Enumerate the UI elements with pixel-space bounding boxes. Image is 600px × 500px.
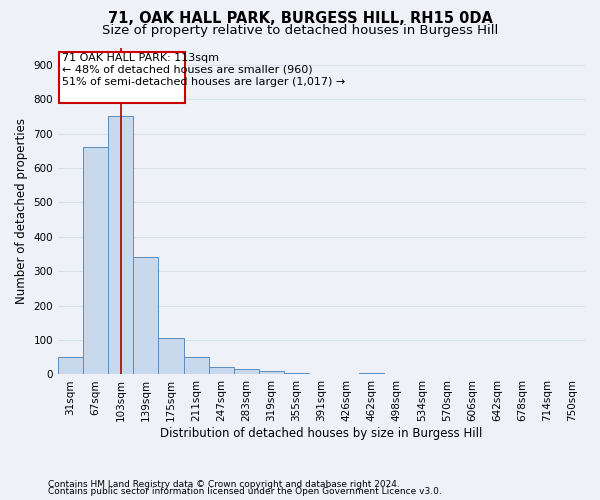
Text: 71, OAK HALL PARK, BURGESS HILL, RH15 0DA: 71, OAK HALL PARK, BURGESS HILL, RH15 0D… — [107, 11, 493, 26]
Bar — [158, 338, 184, 374]
Bar — [184, 357, 209, 374]
Text: Contains HM Land Registry data © Crown copyright and database right 2024.: Contains HM Land Registry data © Crown c… — [48, 480, 400, 489]
Text: 71 OAK HALL PARK: 113sqm
← 48% of detached houses are smaller (960)
51% of semi-: 71 OAK HALL PARK: 113sqm ← 48% of detach… — [62, 54, 345, 86]
Bar — [108, 116, 133, 374]
Bar — [133, 258, 158, 374]
FancyBboxPatch shape — [59, 52, 185, 102]
Y-axis label: Number of detached properties: Number of detached properties — [15, 118, 28, 304]
Bar — [209, 367, 233, 374]
Bar — [284, 372, 309, 374]
X-axis label: Distribution of detached houses by size in Burgess Hill: Distribution of detached houses by size … — [160, 427, 483, 440]
Bar — [259, 371, 284, 374]
Bar — [233, 370, 259, 374]
Text: Size of property relative to detached houses in Burgess Hill: Size of property relative to detached ho… — [102, 24, 498, 37]
Bar — [58, 357, 83, 374]
Bar — [359, 372, 384, 374]
Bar — [83, 148, 108, 374]
Text: Contains public sector information licensed under the Open Government Licence v3: Contains public sector information licen… — [48, 487, 442, 496]
